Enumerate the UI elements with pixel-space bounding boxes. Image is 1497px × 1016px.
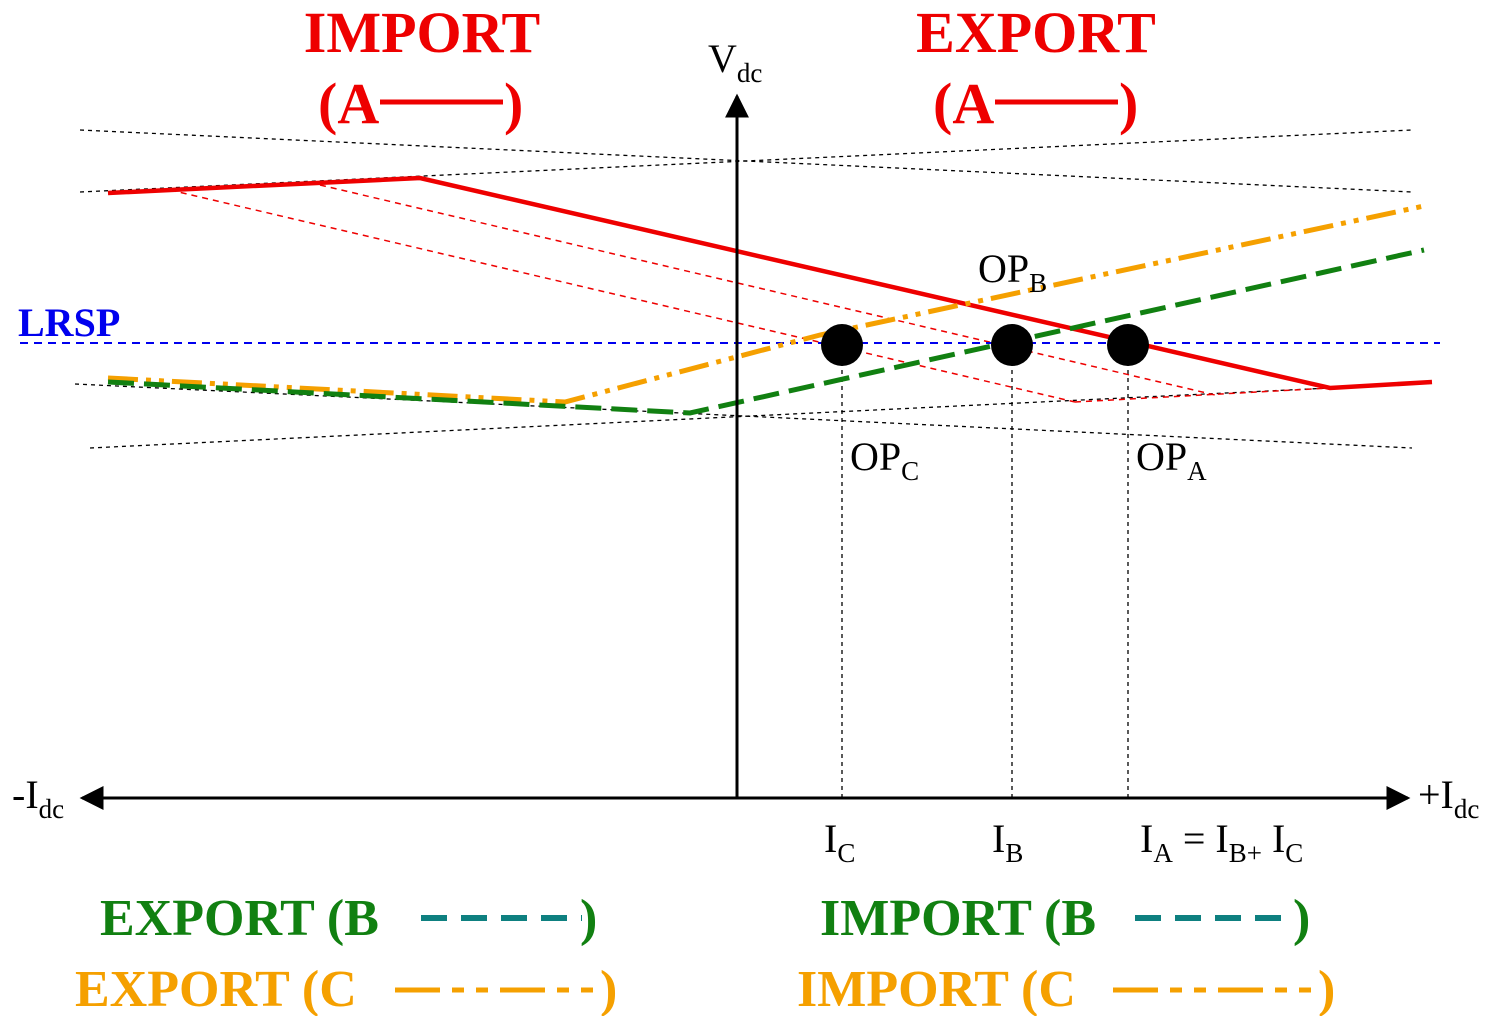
x-axis-pos-sub: dc	[1454, 794, 1480, 824]
op-b-sub: B	[1029, 268, 1047, 298]
red-shifted-lines	[169, 184, 1331, 403]
lrsp-label: LRSP	[18, 300, 120, 345]
op-a-sub: A	[1187, 456, 1207, 486]
op-a-label: OPA	[1136, 434, 1207, 486]
ic-sub: C	[837, 838, 855, 868]
ia-ic-main: I	[1262, 816, 1285, 861]
characteristic-a	[107, 175, 1433, 391]
y-axis-label-sub: dc	[737, 58, 763, 88]
red-shift-3	[1074, 387, 1331, 403]
ia-eq-sub: B+	[1229, 838, 1262, 868]
x-axis-neg-label: -Idc	[12, 772, 64, 824]
top-left-series-close: )	[504, 71, 523, 136]
y-axis-label: Vdc	[708, 36, 762, 88]
bottom-right-green-open: IMPORT (B	[820, 890, 1096, 947]
top-right-series-close: )	[1119, 71, 1138, 136]
op-c-sub: C	[901, 456, 919, 486]
ic-label: IC	[824, 816, 855, 868]
ib-label: IB	[992, 816, 1023, 868]
y-axis-label-main: V	[708, 36, 737, 81]
op-b-label: OPB	[978, 246, 1047, 298]
ib-main: I	[992, 816, 1005, 861]
bottom-left-orange-close: )	[600, 961, 617, 1016]
op-b-main: OP	[978, 246, 1029, 291]
bottom-left-green-open: EXPORT (B	[100, 890, 379, 947]
bottom-left-orange-open: EXPORT (C	[75, 961, 357, 1016]
ia-label: IA = IB+ IC	[1140, 816, 1303, 868]
characteristic-c	[107, 203, 1425, 405]
x-axis-pos-label: +Idc	[1418, 772, 1479, 824]
operating-point-a	[1107, 324, 1149, 366]
operating-point-c	[821, 324, 863, 366]
bottom-right-orange-close: )	[1318, 961, 1335, 1016]
operating-point-b	[991, 324, 1033, 366]
red-shift-2	[319, 184, 1216, 396]
top-left-title: IMPORT	[304, 0, 540, 65]
characteristic-b	[107, 247, 1425, 416]
op-c-label: OPC	[850, 434, 919, 486]
red-shift-1	[169, 189, 1076, 403]
top-right-series-open: (A	[933, 71, 994, 136]
reference-lines	[74, 129, 1413, 798]
ib-sub: B	[1005, 838, 1023, 868]
bottom-left-green-close: )	[580, 890, 597, 947]
ia-ic-sub: C	[1285, 838, 1303, 868]
op-a-main: OP	[1136, 434, 1187, 479]
x-axis-pos-main: +I	[1418, 772, 1454, 817]
x-axis-neg-main: -I	[12, 772, 39, 817]
ic-main: I	[824, 816, 837, 861]
op-c-main: OP	[850, 434, 901, 479]
x-axis-neg-sub: dc	[39, 794, 65, 824]
ia-main: I	[1140, 816, 1153, 861]
ia-sub: A	[1153, 838, 1173, 868]
bottom-right-green-close: )	[1293, 890, 1310, 947]
bottom-right-orange-open: IMPORT (C	[797, 961, 1076, 1016]
ia-eq-main: = I	[1173, 816, 1229, 861]
ref-line-upper-2	[79, 129, 1413, 193]
top-right-title: EXPORT	[916, 0, 1156, 65]
top-left-series-open: (A	[318, 71, 379, 136]
ref-line-lower-1	[74, 383, 1413, 449]
